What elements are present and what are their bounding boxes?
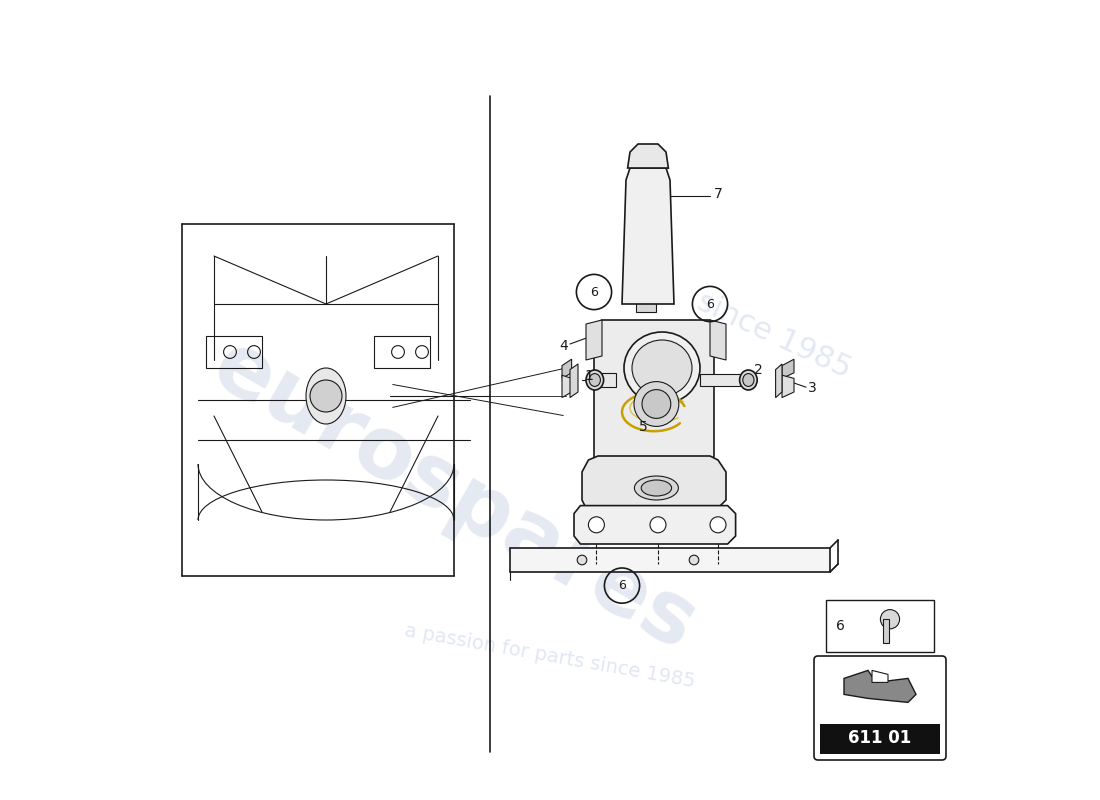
Text: 611 01: 611 01 bbox=[848, 730, 912, 747]
Circle shape bbox=[710, 517, 726, 533]
Polygon shape bbox=[872, 670, 888, 682]
Polygon shape bbox=[844, 670, 916, 702]
Polygon shape bbox=[586, 320, 602, 360]
Bar bbox=[700, 374, 739, 386]
Polygon shape bbox=[562, 359, 572, 378]
Text: 5: 5 bbox=[639, 420, 648, 434]
Polygon shape bbox=[782, 375, 794, 398]
Polygon shape bbox=[776, 364, 782, 398]
Circle shape bbox=[578, 555, 586, 565]
Polygon shape bbox=[782, 359, 794, 378]
Polygon shape bbox=[574, 506, 736, 544]
Text: since 1985: since 1985 bbox=[692, 288, 856, 384]
FancyBboxPatch shape bbox=[814, 656, 946, 760]
Polygon shape bbox=[510, 548, 830, 572]
Polygon shape bbox=[710, 320, 726, 360]
Polygon shape bbox=[621, 168, 674, 304]
Polygon shape bbox=[628, 144, 669, 168]
Ellipse shape bbox=[635, 476, 679, 500]
Polygon shape bbox=[582, 456, 726, 516]
Text: 6: 6 bbox=[836, 618, 845, 633]
Bar bbox=[374, 336, 430, 368]
Bar bbox=[820, 724, 940, 754]
Circle shape bbox=[650, 517, 666, 533]
Ellipse shape bbox=[742, 374, 754, 386]
Text: 3: 3 bbox=[808, 381, 817, 395]
Circle shape bbox=[690, 555, 698, 565]
Bar bbox=[883, 619, 889, 643]
Ellipse shape bbox=[624, 332, 700, 404]
Text: 6: 6 bbox=[706, 298, 714, 310]
Text: 6: 6 bbox=[590, 286, 598, 298]
Text: 2: 2 bbox=[754, 362, 762, 377]
Bar bbox=[206, 336, 262, 368]
Polygon shape bbox=[594, 320, 714, 480]
Circle shape bbox=[588, 517, 604, 533]
Ellipse shape bbox=[641, 480, 672, 496]
Bar bbox=[826, 600, 934, 652]
Bar bbox=[596, 373, 616, 387]
Text: 6: 6 bbox=[618, 579, 626, 592]
Text: 1: 1 bbox=[584, 369, 593, 383]
Bar bbox=[637, 300, 657, 312]
Circle shape bbox=[634, 382, 679, 426]
Ellipse shape bbox=[632, 340, 692, 396]
Circle shape bbox=[880, 610, 900, 629]
Ellipse shape bbox=[306, 368, 346, 424]
Text: 7: 7 bbox=[714, 187, 723, 202]
Text: 4: 4 bbox=[559, 338, 568, 353]
Polygon shape bbox=[570, 364, 578, 398]
Ellipse shape bbox=[590, 374, 601, 386]
Circle shape bbox=[310, 380, 342, 412]
Text: eurospares: eurospares bbox=[197, 324, 711, 668]
Circle shape bbox=[642, 390, 671, 418]
Polygon shape bbox=[562, 375, 572, 398]
Text: a passion for parts since 1985: a passion for parts since 1985 bbox=[404, 621, 696, 691]
Ellipse shape bbox=[739, 370, 757, 390]
Ellipse shape bbox=[586, 370, 604, 390]
